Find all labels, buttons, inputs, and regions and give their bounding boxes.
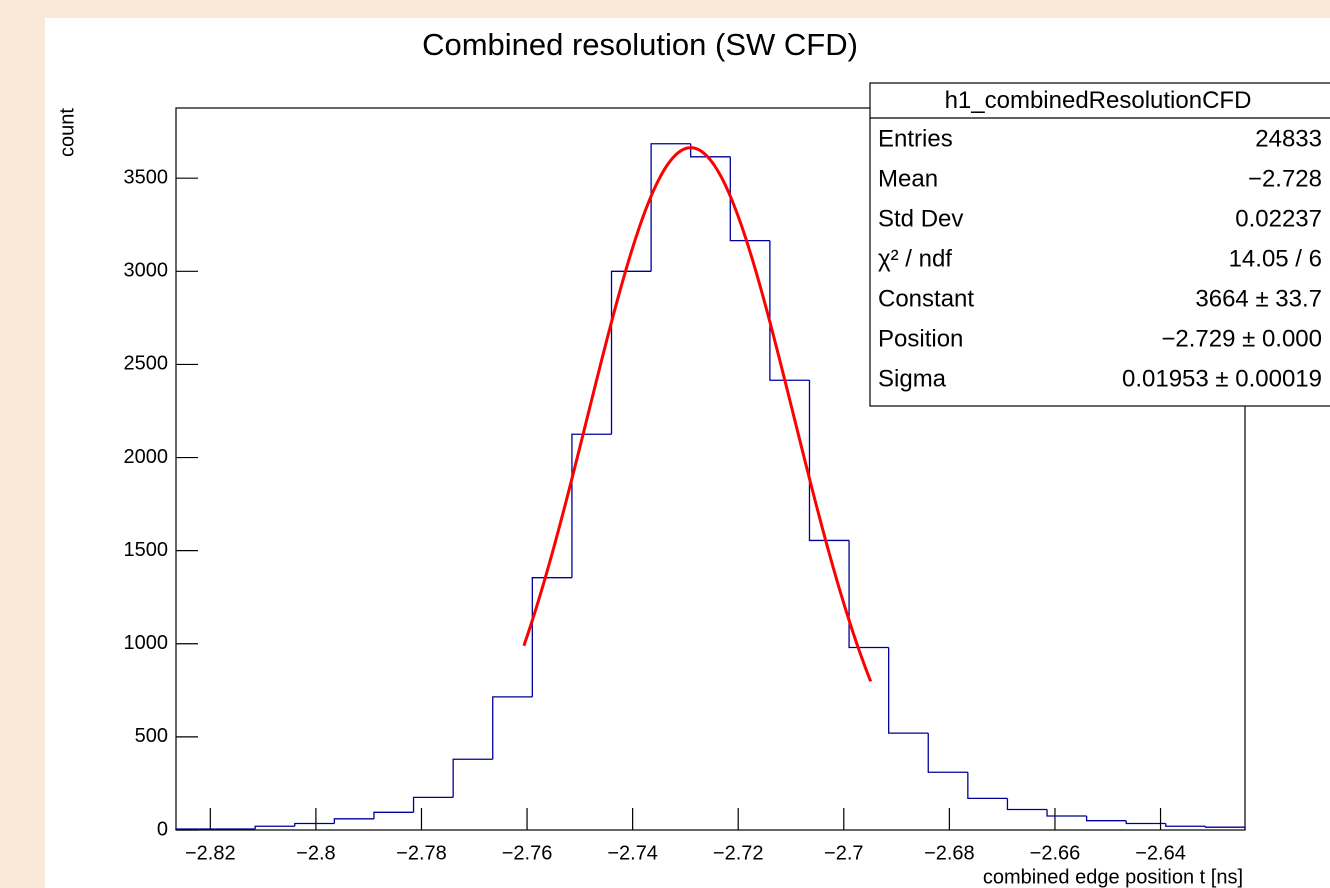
histogram-bin xyxy=(333,818,374,824)
x-tick-label: −2.68 xyxy=(924,842,975,864)
x-tick-label: −2.72 xyxy=(713,842,764,864)
stats-value: 14.05 / 6 xyxy=(1229,245,1322,272)
histogram-bin xyxy=(175,828,216,830)
y-tick-label: 2000 xyxy=(124,446,169,468)
histogram-bin xyxy=(967,772,1008,799)
histogram-bin xyxy=(492,696,533,760)
histogram-bin xyxy=(1165,823,1206,827)
histogram-bin xyxy=(294,822,335,827)
histogram-bin xyxy=(1006,798,1048,811)
fit-curve xyxy=(522,146,873,682)
stats-box xyxy=(869,82,1330,407)
x-tick-label: −2.8 xyxy=(296,842,335,864)
y-tick-label: 2500 xyxy=(124,353,169,375)
x-tick-label: −2.7 xyxy=(824,842,863,864)
x-tick-label: −2.64 xyxy=(1135,842,1186,864)
y-tick-label: 3500 xyxy=(124,166,169,188)
histogram-bin xyxy=(452,758,493,798)
x-tick-label: −2.76 xyxy=(502,842,553,864)
stats-value: −2.729 ± 0.000 xyxy=(1161,325,1322,352)
histogram-bin xyxy=(808,380,850,542)
stats-label: χ² / ndf xyxy=(878,245,952,272)
stats-label: Mean xyxy=(878,165,938,192)
histogram-bin xyxy=(610,270,652,435)
histogram-bin xyxy=(373,811,414,819)
histogram-bin xyxy=(1204,826,1246,830)
stats-value: 0.01953 ± 0.00019 xyxy=(1122,365,1322,392)
x-tick-label: −2.66 xyxy=(1030,842,1081,864)
histogram-bin xyxy=(650,143,691,272)
histogram-bin xyxy=(769,240,810,381)
stats-label: Sigma xyxy=(878,365,947,392)
histogram-bin xyxy=(729,156,770,242)
histogram-bin xyxy=(927,733,968,773)
histogram-bin xyxy=(1125,820,1166,825)
stats-label: Std Dev xyxy=(878,205,963,232)
histogram-bin xyxy=(571,433,612,578)
stats-value: 24833 xyxy=(1255,125,1322,152)
stats-value: −2.728 xyxy=(1248,165,1322,192)
y-axis-label: count xyxy=(56,108,78,157)
x-tick-label: −2.74 xyxy=(607,842,658,864)
histogram-bin xyxy=(1085,816,1127,822)
x-tick-label: −2.82 xyxy=(185,842,236,864)
stats-label: Entries xyxy=(878,125,953,152)
stats-label: Position xyxy=(878,325,963,352)
histogram-bin xyxy=(531,577,572,697)
frame xyxy=(175,107,1246,831)
y-tick-label: 3000 xyxy=(124,260,169,282)
histogram-bin xyxy=(254,825,295,830)
y-tick-label: 1000 xyxy=(124,632,169,654)
stats-value: 0.02237 xyxy=(1235,205,1322,232)
x-tick-label: −2.78 xyxy=(396,842,447,864)
y-tick-label: 500 xyxy=(135,725,168,747)
stats-value: 3664 ± 33.7 xyxy=(1195,285,1322,312)
chart-title: Combined resolution (SW CFD) xyxy=(422,27,858,62)
y-tick-label: 1500 xyxy=(124,539,169,561)
x-axis-label: combined edge position t [ns] xyxy=(983,866,1243,888)
y-tick-label: 0 xyxy=(157,818,168,840)
histogram-bin xyxy=(848,540,889,649)
histogram-bin xyxy=(412,796,454,813)
histogram-bin xyxy=(888,647,929,734)
stats-title: h1_combinedResolutionCFD xyxy=(945,87,1252,114)
histogram-bin xyxy=(1046,809,1087,817)
stats-label: Constant xyxy=(878,285,974,312)
